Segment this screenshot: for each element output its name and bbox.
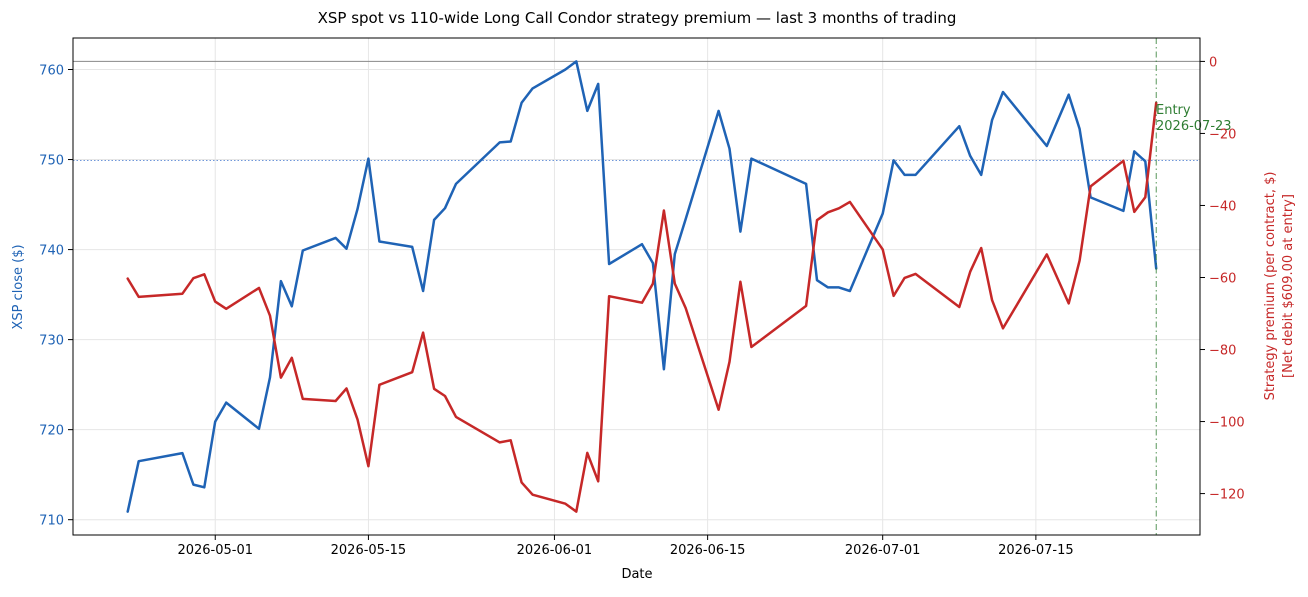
y-axis-right-subtitle: [Net debit $609.00 at entry] bbox=[1281, 194, 1296, 378]
x-tick-label: 2026-07-01 bbox=[845, 543, 921, 558]
y-left-tick-label: 720 bbox=[39, 424, 64, 439]
y-left-tick-label: 760 bbox=[39, 64, 64, 79]
y-left-tick-label: 740 bbox=[39, 244, 64, 259]
y-axis-right: 0 −20 −40 −60 −80 −100 −120 bbox=[1200, 55, 1245, 503]
y-axis-left: 710 720 730 740 750 760 bbox=[39, 64, 73, 529]
y-right-tick-label: −20 bbox=[1209, 127, 1236, 142]
y-right-tick-label: −40 bbox=[1209, 199, 1236, 214]
x-tick-label: 2026-05-01 bbox=[177, 543, 253, 558]
y-right-tick-label: 0 bbox=[1209, 55, 1217, 70]
x-axis-title: Date bbox=[621, 567, 652, 582]
x-tick-label: 2026-06-15 bbox=[670, 543, 746, 558]
series-layer bbox=[126, 60, 1158, 513]
y-left-tick-label: 730 bbox=[39, 334, 64, 349]
y-left-tick-label: 750 bbox=[39, 154, 64, 169]
x-tick-label: 2026-05-15 bbox=[331, 543, 407, 558]
x-tick-label: 2026-07-15 bbox=[998, 543, 1074, 558]
entry-label: Entry bbox=[1156, 103, 1191, 118]
entry-marker: Entry 2026-07-23 bbox=[1155, 38, 1232, 535]
spot-series-line bbox=[126, 60, 1158, 513]
x-axis: 2026-05-01 2026-05-15 2026-06-01 2026-06-15… bbox=[177, 535, 1074, 558]
y-axis-right-title: Strategy premium (per contract, $) bbox=[1263, 172, 1278, 401]
y-axis-left-title: XSP close ($) bbox=[11, 244, 26, 329]
y-left-tick-label: 710 bbox=[39, 514, 64, 529]
premium-series-line bbox=[126, 101, 1158, 513]
reference-lines bbox=[73, 60, 1200, 161]
y-right-tick-label: −80 bbox=[1209, 344, 1236, 359]
grid-layer bbox=[73, 38, 1200, 535]
x-tick-label: 2026-06-01 bbox=[517, 543, 593, 558]
y-right-tick-label: −60 bbox=[1209, 271, 1236, 286]
y-right-tick-label: −100 bbox=[1209, 416, 1245, 431]
entry-date-label: 2026-07-23 bbox=[1156, 119, 1232, 134]
y-right-tick-label: −120 bbox=[1209, 488, 1245, 503]
chart-title: XSP spot vs 110-wide Long Call Condor st… bbox=[318, 9, 957, 27]
plot-frame bbox=[72, 37, 1201, 536]
